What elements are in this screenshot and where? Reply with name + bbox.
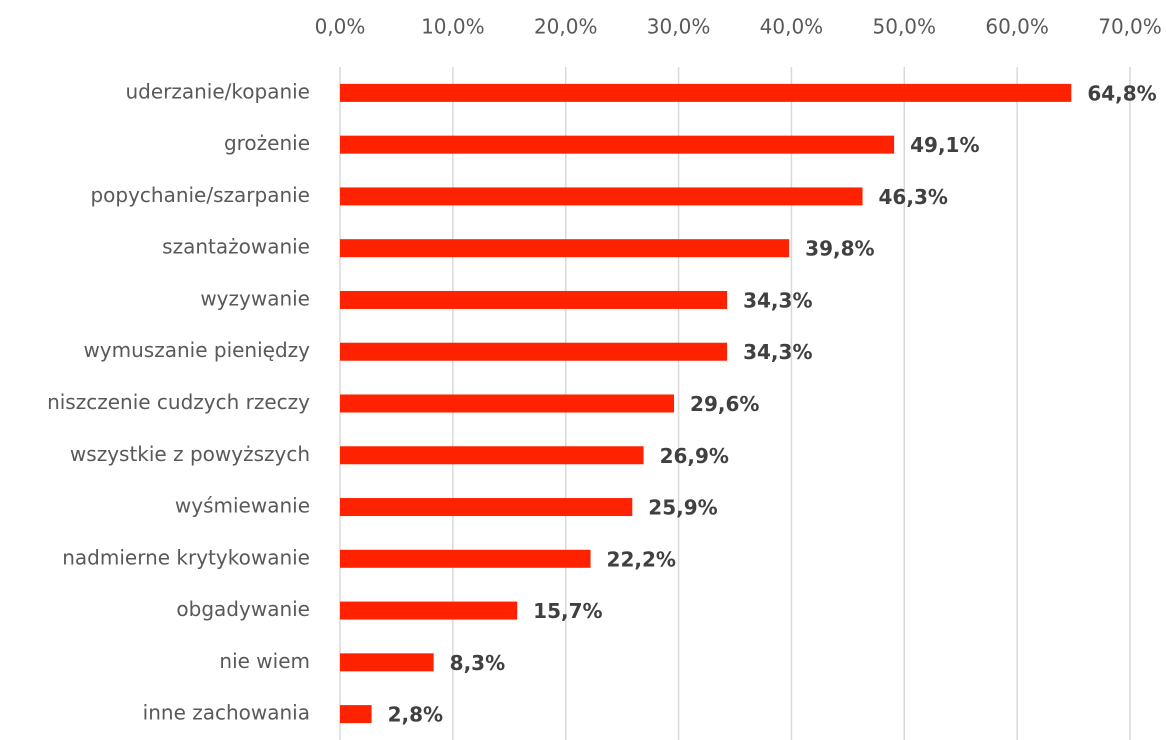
x-tick-label: 0,0% bbox=[315, 15, 366, 39]
bar bbox=[340, 498, 633, 517]
bar bbox=[340, 549, 591, 568]
data-label: 46,3% bbox=[879, 185, 948, 209]
data-label: 15,7% bbox=[533, 599, 602, 623]
y-tick-label: niszczenie cudzych rzeczy bbox=[47, 390, 310, 414]
data-label: 26,9% bbox=[660, 444, 729, 468]
y-tick-label: obgadywanie bbox=[176, 597, 310, 621]
data-label: 39,8% bbox=[805, 237, 874, 261]
bar bbox=[340, 135, 895, 154]
y-tick-label: popychanie/szarpanie bbox=[90, 183, 310, 207]
bar bbox=[340, 653, 434, 672]
y-tick-label: wyśmiewanie bbox=[175, 494, 310, 518]
data-label: 25,9% bbox=[648, 496, 717, 520]
x-tick-label: 70,0% bbox=[1098, 15, 1162, 39]
x-tick-label: 60,0% bbox=[985, 15, 1049, 39]
y-tick-label: szantażowanie bbox=[162, 235, 310, 259]
bar bbox=[340, 705, 372, 724]
data-label: 29,6% bbox=[690, 392, 759, 416]
y-tick-label: wyzywanie bbox=[200, 286, 310, 310]
y-tick-label: nadmierne krytykowanie bbox=[62, 545, 310, 569]
data-label: 22,2% bbox=[607, 547, 676, 571]
x-tick-label: 40,0% bbox=[760, 15, 824, 39]
y-tick-label: wymuszanie pieniędzy bbox=[83, 338, 310, 362]
bar bbox=[340, 187, 863, 206]
y-tick-label: inne zachowania bbox=[143, 701, 310, 725]
y-tick-label: nie wiem bbox=[219, 649, 310, 673]
bar bbox=[340, 239, 790, 258]
x-tick-label: 50,0% bbox=[873, 15, 937, 39]
data-label: 49,1% bbox=[910, 133, 979, 157]
y-tick-label: grożenie bbox=[224, 131, 310, 155]
data-label: 2,8% bbox=[388, 703, 443, 727]
x-tick-label: 30,0% bbox=[647, 15, 711, 39]
bar bbox=[340, 290, 728, 309]
bar bbox=[340, 394, 675, 413]
data-label: 34,3% bbox=[743, 340, 812, 364]
x-tick-label: 10,0% bbox=[421, 15, 485, 39]
y-tick-label: uderzanie/kopanie bbox=[125, 79, 310, 103]
bar bbox=[340, 601, 518, 620]
x-tick-label: 20,0% bbox=[534, 15, 598, 39]
data-label: 64,8% bbox=[1087, 81, 1156, 105]
y-tick-label: wszystkie z powyższych bbox=[70, 442, 310, 466]
bar bbox=[340, 446, 644, 465]
bar bbox=[340, 83, 1072, 102]
bar bbox=[340, 342, 728, 361]
data-label: 8,3% bbox=[450, 651, 505, 675]
data-label: 34,3% bbox=[743, 288, 812, 312]
